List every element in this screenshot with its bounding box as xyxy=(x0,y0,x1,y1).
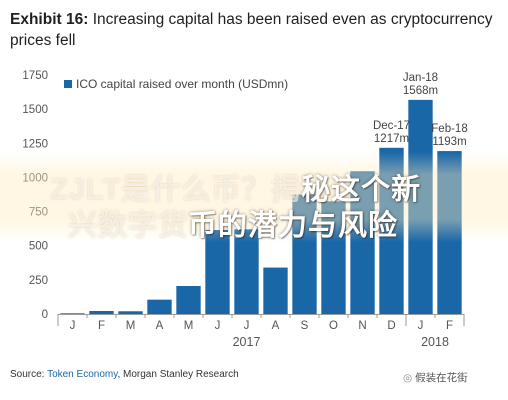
y-tick-label: 250 xyxy=(29,275,48,287)
x-axis: J F M A M J J A S O N D J F 2017 2018 xyxy=(57,314,465,349)
y-tick-label: 750 xyxy=(29,207,48,219)
bar xyxy=(379,147,404,314)
bar xyxy=(176,286,201,314)
x-tick-label: D xyxy=(387,320,395,332)
bar xyxy=(321,201,346,314)
chart-title: Exhibit 16: Increasing capital has been … xyxy=(10,9,500,51)
data-label: 1217m xyxy=(374,133,409,145)
x-tick-label: O xyxy=(329,320,338,332)
y-axis: 0 250 500 750 1000 1250 1500 1750 xyxy=(22,70,48,321)
x-tick-label: S xyxy=(301,320,309,332)
y-tick-label: 0 xyxy=(42,309,48,321)
data-label: 1568m xyxy=(403,85,438,97)
wechat-account: 假装在花街 xyxy=(415,372,468,384)
y-tick-label: 1750 xyxy=(22,70,48,82)
bar xyxy=(234,229,259,314)
y-tick-label: 1000 xyxy=(22,172,48,184)
wechat-credit: ◎ 假装在花街 xyxy=(403,370,468,385)
y-tick-label: 500 xyxy=(29,241,48,253)
bar xyxy=(408,99,433,314)
bar xyxy=(118,311,143,314)
x-tick-label: A xyxy=(156,320,164,332)
bar xyxy=(89,311,114,314)
x-tick-label: N xyxy=(358,320,366,332)
wechat-icon: ◎ xyxy=(403,372,413,384)
data-label: 1193m xyxy=(432,136,466,148)
source-note: Source: Token Economy, Morgan Stanley Re… xyxy=(10,369,239,380)
bar xyxy=(437,151,462,314)
y-tick-label: 1500 xyxy=(22,104,48,116)
x-tick-label: M xyxy=(126,320,136,332)
data-label: Jan-18 xyxy=(403,72,438,84)
source-link: Token Economy xyxy=(47,369,118,380)
bar xyxy=(60,313,85,314)
year-label: 2018 xyxy=(421,335,449,349)
x-tick-label: F xyxy=(98,320,105,332)
x-tick-label: M xyxy=(184,320,194,332)
bars xyxy=(60,99,462,314)
x-tick-label: J xyxy=(70,320,76,332)
x-tick-label: J xyxy=(215,320,221,332)
bar xyxy=(350,171,375,314)
x-tick-label: J xyxy=(244,320,250,332)
bar xyxy=(292,194,317,314)
legend-label: ICO capital raised over month (USDmn) xyxy=(76,77,288,91)
y-tick-label: 1250 xyxy=(22,138,48,150)
title-text: Increasing capital has been raised even … xyxy=(10,11,493,49)
bar xyxy=(263,267,288,314)
bar xyxy=(147,299,172,314)
year-label: 2017 xyxy=(233,335,261,349)
legend: ICO capital raised over month (USDmn) xyxy=(64,77,288,91)
data-label: Dec-17 xyxy=(373,120,410,132)
x-tick-label: A xyxy=(272,320,280,332)
x-tick-label: J xyxy=(418,320,424,332)
bar xyxy=(205,230,230,314)
x-tick-label: F xyxy=(446,320,453,332)
exhibit-label: Exhibit 16: xyxy=(10,11,89,28)
legend-swatch xyxy=(64,80,72,88)
data-label: Feb-18 xyxy=(431,123,467,135)
